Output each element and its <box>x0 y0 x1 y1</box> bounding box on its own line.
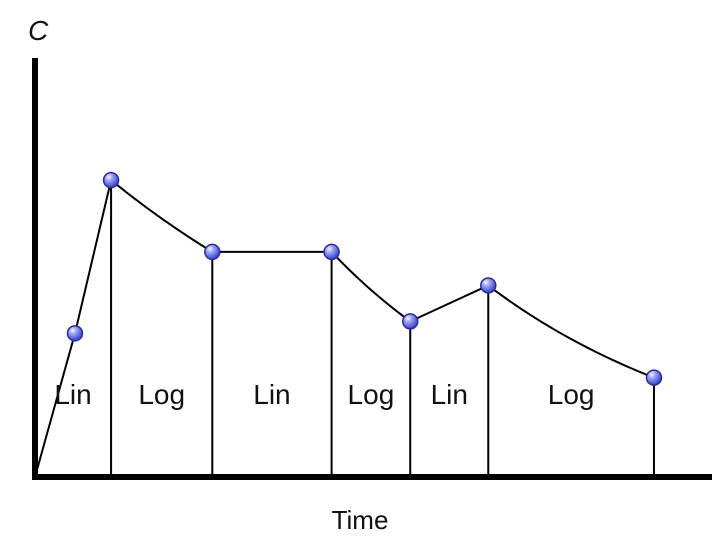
segment-label-3: Lin <box>253 379 290 410</box>
y-axis-label: C <box>28 15 49 46</box>
segment-label-4: Log <box>348 379 395 410</box>
data-point-markers <box>66 171 663 386</box>
data-point-1 <box>66 325 84 342</box>
data-point-6 <box>480 277 497 294</box>
segment-label-2: Log <box>138 379 185 410</box>
data-point-3 <box>204 243 221 261</box>
x-axis-label: Time <box>332 505 389 535</box>
segment-label-1: Lin <box>54 379 91 410</box>
segment-dividers <box>110 180 655 477</box>
segment-label-6: Log <box>548 379 595 410</box>
data-point-4 <box>323 243 340 261</box>
data-point-5 <box>402 313 419 330</box>
segment-labels: Lin Log Lin Log Lin Log <box>54 379 594 410</box>
axes <box>32 58 712 480</box>
concentration-curve <box>34 178 655 478</box>
data-point-7 <box>645 369 663 386</box>
data-point-2 <box>102 171 120 189</box>
segment-label-5: Lin <box>431 379 468 410</box>
